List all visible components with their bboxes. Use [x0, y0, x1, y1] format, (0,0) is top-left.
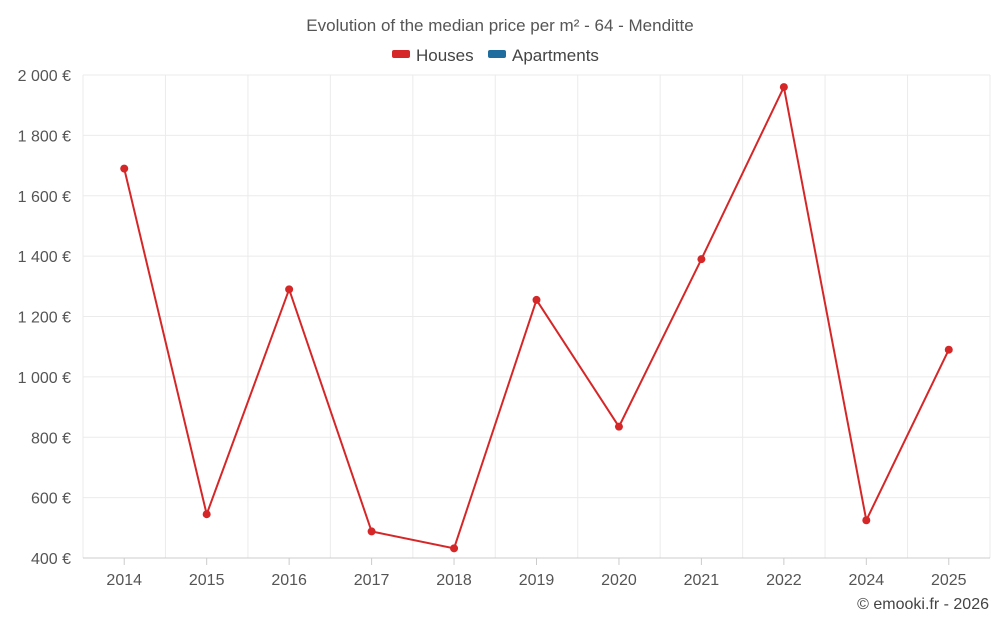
x-tick-label: 2016 [271, 572, 307, 589]
y-tick-label: 400 € [31, 551, 71, 568]
x-tick-label: 2019 [519, 572, 555, 589]
data-point-houses[interactable] [285, 285, 294, 294]
x-tick-label: 2015 [189, 572, 225, 589]
y-tick-label: 1 200 € [18, 310, 71, 327]
legend-item-houses[interactable]: Houses [392, 46, 474, 65]
credit: © emooki.fr - 2026 [857, 596, 989, 613]
y-tick-label: 1 400 € [18, 249, 71, 266]
legend-swatch-apartments [488, 50, 506, 58]
x-tick-label: 2021 [684, 572, 720, 589]
x-tick-label: 2014 [106, 572, 142, 589]
legend: Houses Apartments [392, 46, 599, 65]
x-axis: 2014 2015 2016 2017 2018 2019 2020 2021 2022 2024… [83, 557, 990, 589]
legend-swatch-houses [392, 50, 410, 58]
chart-title: Evolution of the median price per m² - 6… [306, 16, 693, 35]
data-point-houses[interactable] [697, 255, 706, 264]
grid [82, 74, 991, 559]
y-tick-label: 800 € [31, 430, 71, 447]
series-houses [120, 83, 953, 553]
data-point-houses[interactable] [614, 422, 623, 431]
data-point-houses[interactable] [202, 510, 211, 519]
legend-label-houses: Houses [416, 46, 474, 65]
data-point-houses[interactable] [779, 83, 788, 92]
data-point-houses[interactable] [532, 295, 541, 304]
y-tick-label: 600 € [31, 491, 71, 508]
y-axis: 400 € 600 € 800 € 1 000 € 1 200 € 1 400 € 1 60… [18, 68, 71, 568]
y-tick-label: 2 000 € [18, 68, 71, 85]
data-point-houses[interactable] [944, 345, 953, 354]
data-point-houses[interactable] [450, 544, 459, 553]
legend-label-apartments: Apartments [512, 46, 599, 65]
data-point-houses[interactable] [367, 527, 376, 536]
data-point-houses[interactable] [862, 516, 871, 525]
x-tick-label: 2017 [354, 572, 390, 589]
legend-item-apartments[interactable]: Apartments [488, 46, 599, 65]
y-tick-label: 1 000 € [18, 370, 71, 387]
y-tick-label: 1 600 € [18, 189, 71, 206]
data-point-houses[interactable] [120, 164, 129, 173]
x-tick-label: 2024 [849, 572, 885, 589]
y-tick-label: 1 800 € [18, 128, 71, 145]
x-tick-label: 2022 [766, 572, 802, 589]
x-tick-label: 2018 [436, 572, 472, 589]
x-tick-label: 2025 [931, 572, 967, 589]
x-tick-label: 2020 [601, 572, 637, 589]
